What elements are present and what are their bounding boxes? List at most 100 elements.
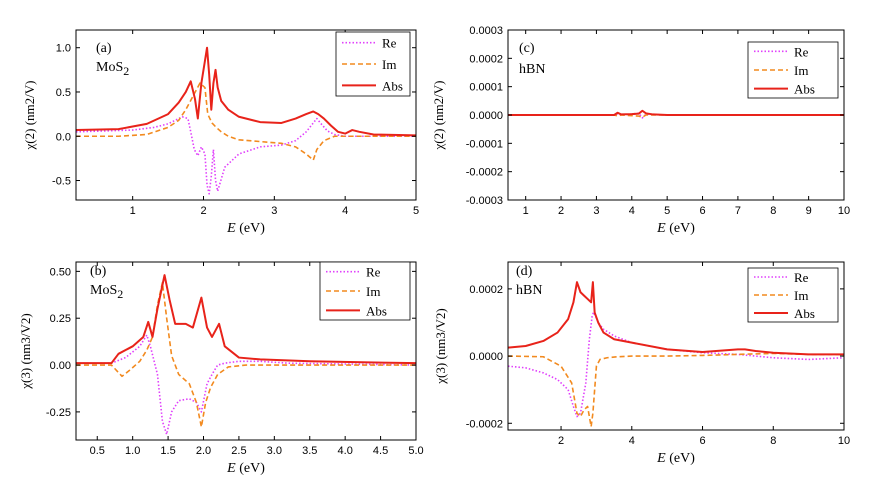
legend-label-abs: Abs bbox=[794, 82, 815, 97]
x-tick-label: 1 bbox=[523, 205, 529, 217]
x-tick-label: 10 bbox=[838, 205, 850, 217]
x-axis-label-var: E bbox=[656, 451, 666, 466]
legend-label-re: Re bbox=[794, 270, 809, 285]
material-label: MoS2 bbox=[96, 60, 129, 78]
x-tick-label: 4.0 bbox=[338, 445, 353, 457]
x-axis-label-var: E bbox=[656, 221, 666, 236]
y-tick-label: 0.0002 bbox=[469, 53, 503, 65]
series-line-im bbox=[76, 281, 416, 428]
x-axis-label-var: E bbox=[226, 461, 236, 476]
y-axis-ticks: -0.0002 0.0000 0.0002 bbox=[466, 284, 844, 430]
panel-c: 1 2 3 4 5 6 7 8 9 10 -0.0003 -0.0002 -0.0001 0.0000 0.… bbox=[431, 25, 850, 236]
y-axis-ticks: -0.5 0.0 0.5 1.0 bbox=[52, 43, 416, 188]
x-tick-label: 2.0 bbox=[196, 445, 211, 457]
y-tick-label: -0.0001 bbox=[466, 138, 503, 150]
x-axis-label: E (eV) bbox=[226, 221, 265, 236]
x-tick-label: 2.5 bbox=[231, 445, 246, 457]
panel-label: (a) bbox=[96, 41, 112, 56]
legend-label-im: Im bbox=[794, 288, 808, 303]
material-subscript: 2 bbox=[117, 287, 123, 301]
legend-label-im: Im bbox=[794, 63, 808, 78]
x-axis-label-unit: (eV) bbox=[236, 461, 265, 476]
y-tick-label: 0.00 bbox=[50, 360, 71, 372]
legend-label-abs: Abs bbox=[794, 306, 815, 321]
x-tick-label: 6 bbox=[699, 205, 705, 217]
x-tick-label: 2 bbox=[558, 435, 564, 447]
x-tick-label: 1.0 bbox=[125, 445, 140, 457]
y-tick-label: 0.0003 bbox=[469, 25, 503, 37]
y-axis-ticks: -0.25 0.00 0.25 0.50 bbox=[46, 266, 416, 419]
x-axis-label-unit: (eV) bbox=[666, 221, 695, 236]
panel-label: (c) bbox=[519, 41, 535, 56]
y-tick-label: -0.0002 bbox=[466, 418, 503, 430]
x-axis-label-var: E bbox=[226, 221, 236, 236]
x-tick-label: 4 bbox=[342, 205, 348, 217]
legend-label-im: Im bbox=[382, 57, 396, 72]
x-tick-label: 4.5 bbox=[373, 445, 388, 457]
panel-a: 1 2 3 4 5 -0.5 0.0 0.5 1.0 (a) MoS2 E (eV) χ(2) (nm2… bbox=[22, 29, 419, 236]
x-tick-label: 8 bbox=[770, 205, 776, 217]
series-line-re bbox=[76, 115, 416, 195]
x-tick-label: 9 bbox=[806, 205, 812, 217]
x-axis-ticks: 1 2 3 4 5 6 7 8 9 10 bbox=[523, 30, 850, 217]
series-line-im bbox=[76, 82, 416, 161]
panel-b: 0.5 1.0 1.5 2.0 2.5 3.0 3.5 4.0 4.5 5.0 -0.25 0.00 0… bbox=[18, 261, 424, 476]
y-tick-label: 0.0000 bbox=[469, 351, 503, 363]
panel-label: (d) bbox=[516, 264, 533, 279]
x-tick-label: 3 bbox=[593, 205, 599, 217]
series-line-abs bbox=[508, 281, 844, 356]
material-label: hBN bbox=[519, 62, 545, 77]
y-tick-label: -0.5 bbox=[52, 176, 71, 188]
x-tick-label: 3.5 bbox=[302, 445, 317, 457]
y-tick-label: -0.0003 bbox=[466, 195, 503, 207]
legend: Re Im Abs bbox=[335, 31, 411, 97]
legend-label-re: Re bbox=[382, 36, 397, 51]
y-tick-label: -0.0002 bbox=[466, 167, 503, 179]
series-line-abs bbox=[76, 46, 416, 137]
y-tick-label: 0.0 bbox=[56, 131, 71, 143]
x-tick-label: 4 bbox=[629, 435, 635, 447]
legend-label-re: Re bbox=[794, 44, 809, 59]
plot-frame bbox=[75, 29, 417, 201]
x-tick-label: 10 bbox=[838, 435, 850, 447]
series-line-abs bbox=[508, 109, 844, 116]
y-axis-label: χ(2) (nm2/V) bbox=[431, 81, 446, 151]
x-tick-label: 0.5 bbox=[90, 445, 105, 457]
x-tick-label: 8 bbox=[770, 435, 776, 447]
x-tick-label: 3.0 bbox=[267, 445, 282, 457]
legend: Re Im Abs bbox=[747, 41, 839, 99]
x-tick-label: 2 bbox=[558, 205, 564, 217]
x-axis-label: E (eV) bbox=[656, 221, 695, 236]
legend-label-abs: Abs bbox=[366, 303, 387, 318]
x-axis-label-unit: (eV) bbox=[666, 451, 695, 466]
x-tick-label: 2 bbox=[200, 205, 206, 217]
y-tick-label: 0.5 bbox=[56, 87, 71, 99]
x-tick-label: 5 bbox=[413, 205, 419, 217]
y-tick-label: 0.0002 bbox=[469, 284, 503, 296]
x-tick-label: 4 bbox=[629, 205, 635, 217]
x-tick-label: 1 bbox=[130, 205, 136, 217]
x-axis-ticks: 2 4 6 8 10 bbox=[558, 262, 850, 447]
x-axis-ticks: 0.5 1.0 1.5 2.0 2.5 3.0 3.5 4.0 4.5 5.0 bbox=[90, 262, 424, 457]
y-tick-label: 1.0 bbox=[56, 43, 71, 55]
material-label: MoS2 bbox=[90, 283, 123, 301]
legend-label-im: Im bbox=[366, 284, 380, 299]
series-line-abs bbox=[76, 274, 416, 365]
series-line-im bbox=[508, 352, 844, 428]
x-axis-label: E (eV) bbox=[656, 451, 695, 466]
legend-label-abs: Abs bbox=[382, 78, 403, 93]
plot-frame bbox=[75, 261, 417, 441]
series-line-re bbox=[76, 334, 416, 436]
legend: Re Im Abs bbox=[747, 267, 839, 323]
x-axis-label-unit: (eV) bbox=[236, 221, 265, 236]
y-axis-label: χ(3) (nm3/V2) bbox=[433, 308, 448, 384]
plot-frame bbox=[507, 261, 845, 431]
x-tick-label: 5 bbox=[664, 205, 670, 217]
x-axis-label: E (eV) bbox=[226, 461, 265, 476]
material-subscript: 2 bbox=[123, 64, 129, 78]
y-tick-label: 0.0000 bbox=[469, 110, 503, 122]
y-tick-label: 0.0001 bbox=[469, 82, 503, 94]
y-axis-label: χ(3) (nm3/V2) bbox=[18, 313, 33, 389]
y-tick-label: -0.25 bbox=[46, 407, 71, 419]
